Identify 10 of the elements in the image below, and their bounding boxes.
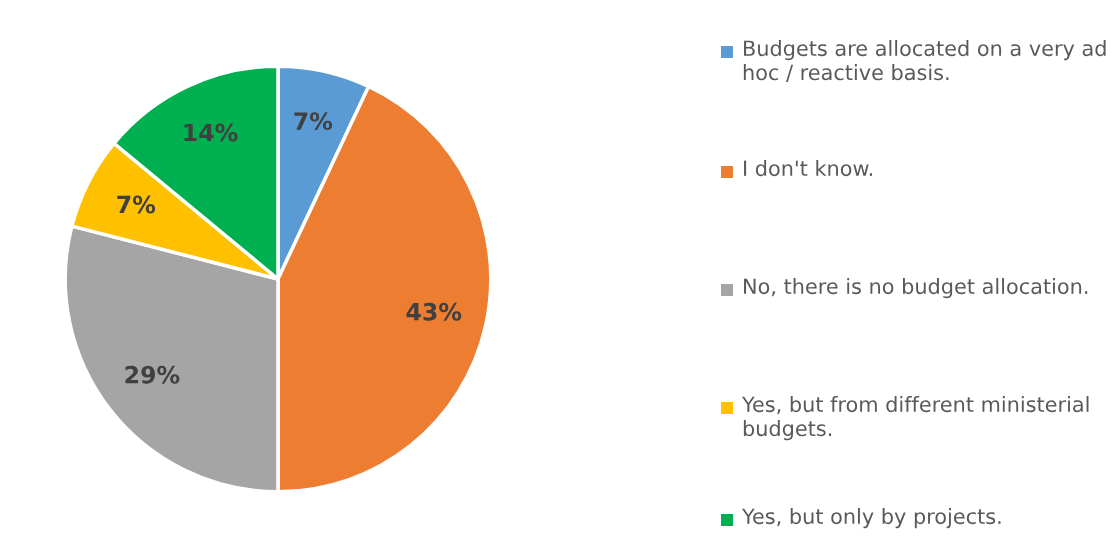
data-label: 7% [294, 112, 333, 131]
data-label: 29% [125, 365, 180, 384]
data-label: 14% [184, 123, 238, 142]
data-label: 7% [117, 195, 156, 214]
legend-label: Yes, but from different ministerial budgets. [741, 396, 1089, 441]
legend-label: Budgets are allocated on a very ad hoc / reactive basis. [743, 40, 1106, 82]
data-label: 43% [406, 302, 462, 321]
legend-label: Yes, but only by projects. [741, 508, 1001, 529]
legend-label: I don't know. [744, 160, 872, 177]
legend-label: No, there is no budget allocation. [744, 278, 1088, 299]
